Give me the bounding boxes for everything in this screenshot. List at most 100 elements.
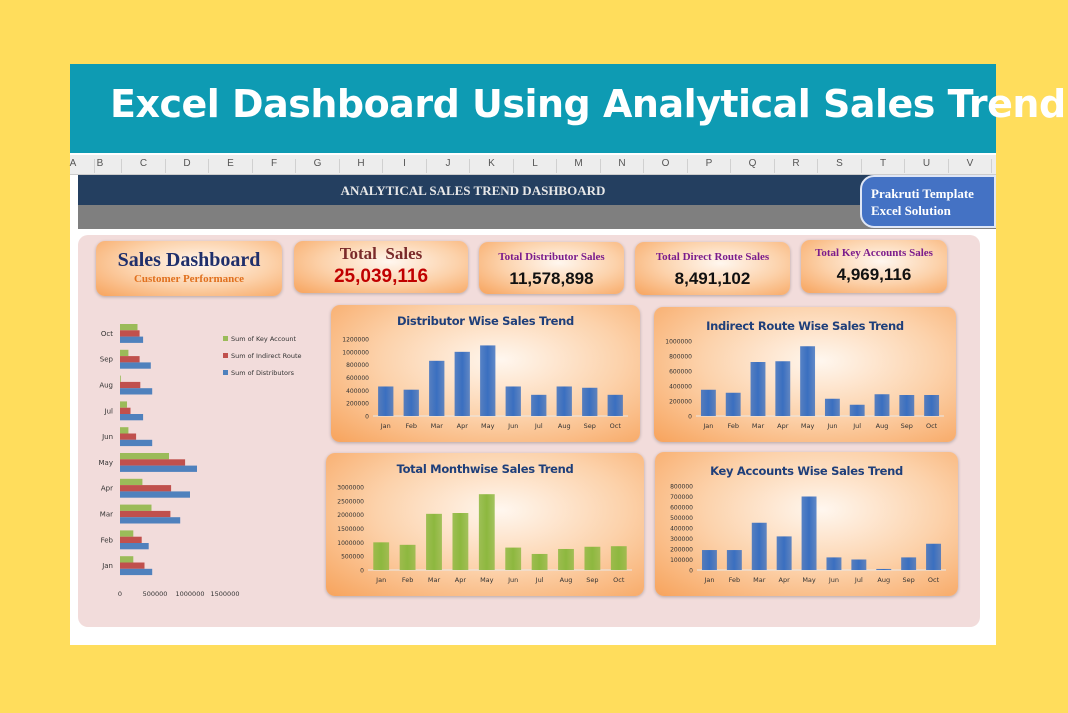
- column-header-I[interactable]: I: [403, 158, 406, 169]
- x-tick-label: Aug: [558, 422, 571, 430]
- y-tick-label: 1000000: [665, 339, 692, 346]
- bar-oct: [607, 394, 623, 416]
- bar-may: [478, 494, 495, 570]
- column-separator: [947, 159, 949, 173]
- bar-feb: [725, 392, 741, 416]
- kpi-label: Total Direct Route Sales: [655, 251, 770, 263]
- dashboard-title: ANALYTICAL SALES TREND DASHBOARD: [340, 183, 606, 198]
- y-tick-label: 600000: [346, 375, 369, 382]
- bar-may: [800, 346, 816, 416]
- y-tick-label: 200000: [670, 547, 693, 554]
- column-separator: [94, 159, 95, 173]
- bar-feb: [399, 544, 416, 570]
- bar-mar: [750, 362, 766, 416]
- column-header-H[interactable]: H: [357, 158, 365, 169]
- x-tick-label: Apr: [777, 422, 789, 430]
- column-header-B[interactable]: B: [96, 158, 104, 169]
- x-tick-label: Jul: [852, 422, 861, 430]
- y-tick-label: Aug: [99, 382, 113, 390]
- y-tick-label: 2000000: [337, 512, 364, 519]
- column-header-U[interactable]: U: [922, 158, 931, 169]
- column-separator: [904, 159, 905, 173]
- x-tick-label: Mar: [428, 576, 441, 584]
- legend-swatch: [223, 336, 228, 341]
- column-header-V[interactable]: V: [966, 158, 974, 169]
- column-header-O[interactable]: O: [661, 158, 670, 169]
- column-separator: [643, 159, 644, 173]
- column-header-J[interactable]: J: [445, 158, 451, 169]
- bar-apr: [775, 361, 791, 416]
- dashboard-card-subtitle: Customer Performance: [133, 273, 245, 285]
- column-header-N[interactable]: N: [618, 158, 626, 169]
- banner-title: Excel Dashboard Using Analytical Sales T…: [110, 82, 1066, 126]
- y-tick-label: 2500000: [337, 498, 364, 505]
- column-header-C[interactable]: C: [139, 158, 148, 169]
- bar-sep: [582, 387, 598, 416]
- column-header-R[interactable]: R: [792, 158, 800, 169]
- column-header-A[interactable]: A: [69, 158, 77, 169]
- bar-jan: [378, 386, 394, 416]
- column-header-P[interactable]: P: [705, 158, 713, 169]
- x-tick-label: Oct: [610, 422, 622, 430]
- brand-box[interactable]: Prakruti Template Excel Solution: [860, 175, 996, 228]
- bar-aug: [556, 386, 572, 416]
- x-tick-label: Apr: [457, 422, 469, 430]
- bar-sum-of-key-account: [120, 375, 121, 382]
- bar-sum-of-distributors: [120, 439, 153, 447]
- x-tick-label: Feb: [405, 422, 417, 430]
- monthwise-chart-card: Total Monthwise Sales Trend 0 500000 100000…: [326, 453, 644, 596]
- bar-jun: [824, 398, 840, 416]
- summary-bar-chart: Jan Feb Mar Apr May Jun Jul Aug Sep Oct 0 500000 100…: [99, 324, 302, 598]
- y-tick-label: 1000000: [337, 540, 364, 547]
- bar-sum-of-distributors: [120, 414, 144, 421]
- bar-feb: [726, 550, 742, 570]
- bar-sum-of-indirect-route: [120, 330, 140, 337]
- x-tick-label: 1500000: [211, 590, 240, 598]
- banner: Excel Dashboard Using Analytical Sales T…: [70, 64, 1066, 154]
- column-header-T[interactable]: T: [879, 158, 887, 169]
- column-header-M[interactable]: M: [574, 158, 583, 169]
- x-tick-label: Sep: [584, 422, 596, 430]
- bar-jun: [505, 547, 522, 570]
- y-tick-label: 1500000: [337, 526, 364, 533]
- x-tick-label: Jan: [380, 422, 391, 430]
- kpi-label: Total Distributor Sales: [498, 251, 605, 263]
- bar-sep: [899, 395, 915, 416]
- column-separator: [512, 159, 514, 173]
- y-tick-label: 400000: [670, 526, 693, 533]
- y-tick-label: 800000: [669, 354, 692, 361]
- y-tick-label: 200000: [669, 399, 692, 406]
- column-header-F[interactable]: F: [270, 158, 278, 169]
- legend-swatch: [223, 353, 228, 358]
- x-tick-label: Aug: [877, 576, 890, 584]
- column-header-E[interactable]: E: [227, 158, 234, 169]
- bar-sum-of-indirect-route: [120, 536, 142, 543]
- x-tick-label: Jun: [507, 422, 518, 430]
- bar-feb: [403, 389, 419, 416]
- x-tick-label: Jan: [375, 576, 386, 584]
- y-tick-label: 600000: [669, 369, 692, 376]
- column-header-G[interactable]: G: [313, 158, 322, 169]
- column-separator: [251, 159, 253, 173]
- column-separator: [860, 159, 862, 173]
- bar-sum-of-indirect-route: [120, 562, 145, 569]
- column-header-D[interactable]: D: [183, 158, 191, 169]
- chart-title: Total Monthwise Sales Trend: [396, 462, 574, 476]
- chart-plot: 0 200000 400000 600000 800000 1000000 Jan Feb Ma…: [665, 339, 944, 430]
- kpi-key-accounts-sales: Total Key Accounts Sales 4,969,116: [801, 240, 947, 293]
- y-tick-label: 800000: [670, 484, 693, 491]
- indirect-route-chart-card: Indirect Route Wise Sales Trend 0 200000 40…: [654, 307, 956, 442]
- bar-sum-of-distributors: [120, 517, 181, 524]
- y-tick-label: 0: [688, 414, 692, 421]
- y-tick-label: 3000000: [337, 485, 364, 492]
- bar-jul: [531, 553, 548, 570]
- y-tick-label: 0: [689, 568, 693, 575]
- column-header-Q[interactable]: Q: [748, 158, 757, 169]
- bar-aug: [874, 394, 890, 416]
- column-header-L[interactable]: L: [532, 158, 538, 169]
- y-tick-label: 300000: [670, 536, 693, 543]
- column-header-S[interactable]: S: [836, 158, 843, 169]
- x-tick-label: Sep: [586, 576, 598, 584]
- x-tick-label: Mar: [752, 422, 765, 430]
- column-header-K[interactable]: K: [488, 158, 495, 169]
